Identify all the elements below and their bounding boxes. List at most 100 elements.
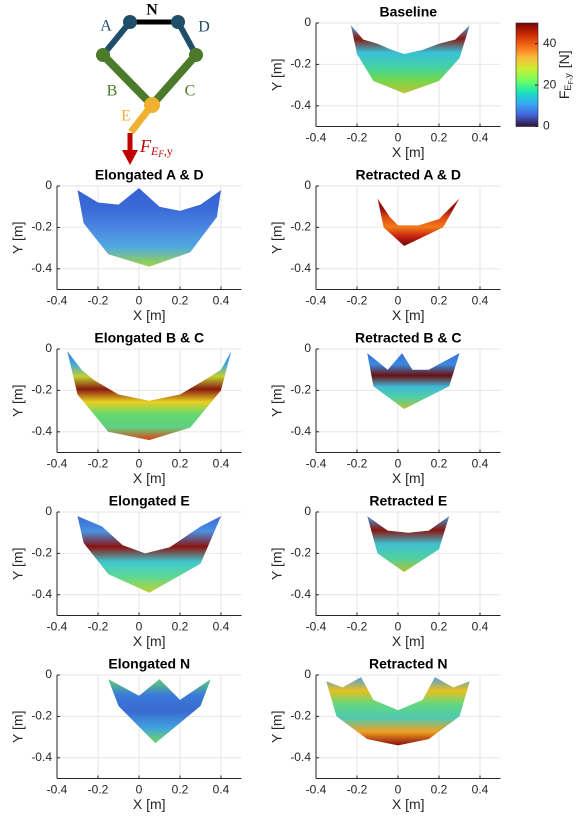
x-tick-label: 0 [395,131,402,145]
workspace-region [77,516,221,593]
x-tick-label: 0.2 [431,783,448,797]
x-tick-label: 0.2 [172,783,189,797]
panel-title: Retracted A & D [355,167,461,183]
x-tick-label: 0.4 [472,131,489,145]
panel-title: Elongated B & C [94,330,204,346]
x-tick-label: -0.4 [306,783,327,797]
x-tick-label: -0.2 [347,620,368,634]
y-axis-label: Y [m] [10,385,26,417]
x-tick-label: 0.2 [172,620,189,634]
y-tick-label: 0 [304,341,311,355]
colorbar-label-sub: E [563,85,573,91]
colorbar-label: FEF,y[N] [556,50,575,99]
panel-title: Retracted B & C [355,330,462,346]
x-tick-label: 0.4 [213,783,230,797]
panel-title: Elongated A & D [95,167,204,183]
x-tick-label: 0.2 [172,294,189,308]
workspace-region [326,677,470,746]
x-tick-label: 0 [395,457,402,471]
joint [189,48,203,62]
x-axis-label: X [m] [133,307,166,323]
x-tick-label: -0.2 [347,131,368,145]
x-tick-label: 0.4 [472,294,489,308]
y-tick-label: -0.4 [31,587,52,601]
colorbar-label-tail: ,y [563,73,573,81]
y-tick-label: -0.4 [290,587,311,601]
x-tick-label: -0.2 [88,457,109,471]
x-axis-label: X [m] [392,470,425,486]
x-tick-label: -0.2 [347,294,368,308]
x-tick-label: -0.4 [306,457,327,471]
y-tick-label: -0.2 [31,383,52,397]
x-axis-label: X [m] [133,796,166,812]
colorbar-label-main: F [556,91,572,100]
workspace-region [367,516,450,573]
y-axis-label: Y [m] [269,385,285,417]
x-tick-label: 0.2 [431,457,448,471]
x-axis-label: X [m] [133,633,166,649]
panel-title: Elongated E [109,493,190,509]
x-axis-label: X [m] [392,144,425,160]
label-c: C [185,83,196,100]
joint [171,15,185,29]
label-a: A [100,18,112,35]
x-axis-label: X [m] [392,307,425,323]
y-tick-label: -0.4 [31,261,52,275]
panel-title: Baseline [379,4,437,20]
y-tick-label: 0 [45,667,52,681]
y-tick-label: 0 [45,178,52,192]
x-tick-label: 0.4 [213,457,230,471]
force-tail: ,y [164,144,173,158]
workspace-region [108,679,211,744]
y-tick-label: -0.4 [290,98,311,112]
x-tick-label: 0.4 [213,294,230,308]
joint [144,97,160,113]
x-tick-label: 0.2 [431,131,448,145]
x-tick-label: 0 [136,294,143,308]
x-tick-label: 0 [136,783,143,797]
x-tick-label: -0.2 [88,620,109,634]
colorbar-tick-label: 20 [543,77,557,91]
link-a [100,20,133,57]
y-tick-label: -0.4 [290,424,311,438]
force-arrow-head [122,150,138,165]
joint [96,48,110,62]
link-c [148,52,200,108]
panel-title: Retracted E [369,493,447,509]
x-tick-label: 0.2 [172,457,189,471]
x-tick-label: -0.4 [47,294,68,308]
x-tick-label: -0.2 [88,783,109,797]
y-tick-label: -0.2 [290,57,311,71]
y-tick-label: 0 [304,178,311,192]
x-tick-label: 0 [136,620,143,634]
workspace-region [67,351,232,441]
workspace-region [77,188,221,267]
mechanism-diagram: N A D B C E FEF,y [96,2,210,165]
x-axis-label: X [m] [392,633,425,649]
force-main: F [139,136,152,156]
x-tick-label: 0 [395,783,402,797]
y-tick-label: 0 [304,504,311,518]
x-tick-label: 0 [395,294,402,308]
x-tick-label: -0.4 [306,294,327,308]
x-tick-label: 0.4 [472,620,489,634]
x-tick-label: -0.2 [347,457,368,471]
colorbar-label-unit: [N] [556,50,572,68]
y-tick-label: -0.2 [31,546,52,560]
y-tick-label: -0.2 [290,220,311,234]
x-tick-label: 0.2 [431,620,448,634]
label-n: N [146,2,158,19]
x-tick-label: 0.4 [472,457,489,471]
y-tick-label: -0.4 [290,261,311,275]
x-tick-label: -0.2 [347,783,368,797]
colorbar-tick-label: 40 [543,36,557,50]
y-axis-label: Y [m] [269,548,285,580]
x-tick-label: -0.4 [47,457,68,471]
force-label: FEF,y [139,136,173,159]
y-tick-label: -0.2 [31,709,52,723]
y-axis-label: Y [m] [10,711,26,743]
y-tick-label: 0 [45,504,52,518]
force-subsub: F [157,149,164,159]
